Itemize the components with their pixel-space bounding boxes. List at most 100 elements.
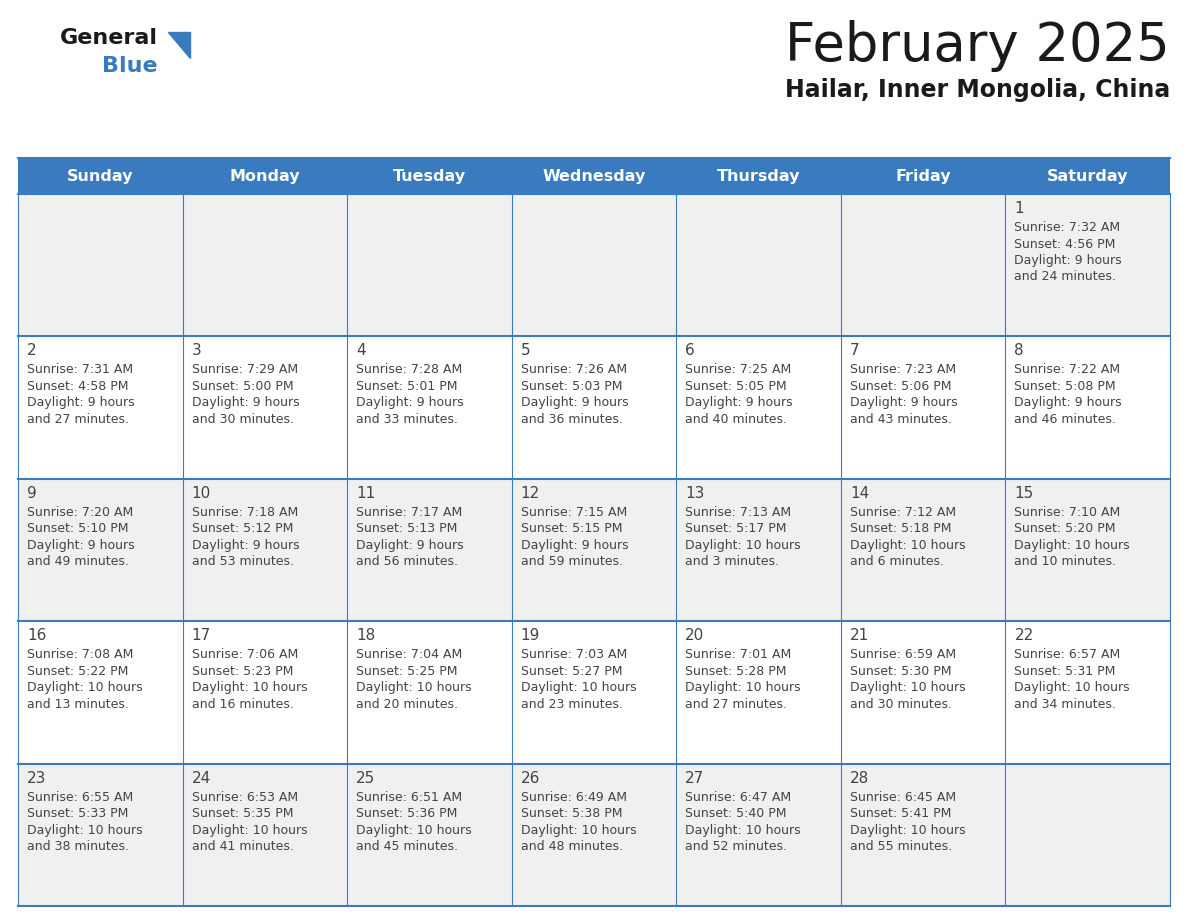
Text: Sunset: 5:08 PM: Sunset: 5:08 PM <box>1015 380 1116 393</box>
Text: Daylight: 10 hours: Daylight: 10 hours <box>356 681 472 694</box>
Text: Sunrise: 6:49 AM: Sunrise: 6:49 AM <box>520 790 627 803</box>
Text: Sunset: 5:05 PM: Sunset: 5:05 PM <box>685 380 786 393</box>
Text: General: General <box>61 28 158 48</box>
Text: Daylight: 10 hours: Daylight: 10 hours <box>849 681 966 694</box>
Text: Sunset: 5:06 PM: Sunset: 5:06 PM <box>849 380 952 393</box>
Text: and 33 minutes.: and 33 minutes. <box>356 413 459 426</box>
Text: and 46 minutes.: and 46 minutes. <box>1015 413 1117 426</box>
Text: and 49 minutes.: and 49 minutes. <box>27 555 128 568</box>
Text: Daylight: 9 hours: Daylight: 9 hours <box>27 397 134 409</box>
Text: 9: 9 <box>27 486 37 501</box>
Text: Wednesday: Wednesday <box>542 169 646 184</box>
Text: and 43 minutes.: and 43 minutes. <box>849 413 952 426</box>
Bar <box>18 479 1170 621</box>
Text: Sunrise: 6:57 AM: Sunrise: 6:57 AM <box>1015 648 1120 661</box>
Text: Sunset: 5:35 PM: Sunset: 5:35 PM <box>191 807 293 820</box>
Text: and 20 minutes.: and 20 minutes. <box>356 698 459 711</box>
Text: Daylight: 10 hours: Daylight: 10 hours <box>849 539 966 552</box>
Text: and 41 minutes.: and 41 minutes. <box>191 840 293 853</box>
Text: Sunset: 5:03 PM: Sunset: 5:03 PM <box>520 380 623 393</box>
Text: Sunset: 5:31 PM: Sunset: 5:31 PM <box>1015 665 1116 677</box>
Text: 20: 20 <box>685 628 704 644</box>
Text: 27: 27 <box>685 770 704 786</box>
Text: 7: 7 <box>849 343 859 358</box>
Text: Daylight: 10 hours: Daylight: 10 hours <box>191 681 308 694</box>
Text: 4: 4 <box>356 343 366 358</box>
Text: 5: 5 <box>520 343 530 358</box>
Text: Sunrise: 7:15 AM: Sunrise: 7:15 AM <box>520 506 627 519</box>
Text: Daylight: 9 hours: Daylight: 9 hours <box>356 539 463 552</box>
Text: Sunset: 5:40 PM: Sunset: 5:40 PM <box>685 807 786 820</box>
Text: Sunrise: 7:23 AM: Sunrise: 7:23 AM <box>849 364 956 376</box>
Text: Sunset: 5:10 PM: Sunset: 5:10 PM <box>27 522 128 535</box>
Text: Sunrise: 6:45 AM: Sunrise: 6:45 AM <box>849 790 956 803</box>
Text: Sunrise: 7:25 AM: Sunrise: 7:25 AM <box>685 364 791 376</box>
Text: and 52 minutes.: and 52 minutes. <box>685 840 788 853</box>
Text: Sunrise: 7:28 AM: Sunrise: 7:28 AM <box>356 364 462 376</box>
Text: and 36 minutes.: and 36 minutes. <box>520 413 623 426</box>
Text: 21: 21 <box>849 628 870 644</box>
Text: 26: 26 <box>520 770 541 786</box>
Text: and 30 minutes.: and 30 minutes. <box>849 698 952 711</box>
Bar <box>18 621 1170 764</box>
Text: Sunset: 5:15 PM: Sunset: 5:15 PM <box>520 522 623 535</box>
Text: Daylight: 10 hours: Daylight: 10 hours <box>685 539 801 552</box>
Text: Sunrise: 7:06 AM: Sunrise: 7:06 AM <box>191 648 298 661</box>
Text: Daylight: 9 hours: Daylight: 9 hours <box>27 539 134 552</box>
Text: Sunrise: 7:17 AM: Sunrise: 7:17 AM <box>356 506 462 519</box>
Text: Sunrise: 7:32 AM: Sunrise: 7:32 AM <box>1015 221 1120 234</box>
Text: 11: 11 <box>356 486 375 501</box>
Text: Sunrise: 7:04 AM: Sunrise: 7:04 AM <box>356 648 462 661</box>
Text: Sunrise: 6:59 AM: Sunrise: 6:59 AM <box>849 648 956 661</box>
Text: and 16 minutes.: and 16 minutes. <box>191 698 293 711</box>
Bar <box>18 764 1170 906</box>
Text: Sunset: 5:41 PM: Sunset: 5:41 PM <box>849 807 952 820</box>
Text: and 40 minutes.: and 40 minutes. <box>685 413 788 426</box>
Text: Sunset: 5:12 PM: Sunset: 5:12 PM <box>191 522 293 535</box>
Text: Sunrise: 7:08 AM: Sunrise: 7:08 AM <box>27 648 133 661</box>
Text: and 53 minutes.: and 53 minutes. <box>191 555 293 568</box>
Text: Sunrise: 7:13 AM: Sunrise: 7:13 AM <box>685 506 791 519</box>
Text: Sunrise: 7:22 AM: Sunrise: 7:22 AM <box>1015 364 1120 376</box>
Text: Daylight: 10 hours: Daylight: 10 hours <box>849 823 966 836</box>
Polygon shape <box>168 32 190 58</box>
Text: Sunrise: 7:31 AM: Sunrise: 7:31 AM <box>27 364 133 376</box>
Text: Daylight: 10 hours: Daylight: 10 hours <box>356 823 472 836</box>
Text: Daylight: 10 hours: Daylight: 10 hours <box>1015 539 1130 552</box>
Text: Daylight: 9 hours: Daylight: 9 hours <box>356 397 463 409</box>
Text: and 6 minutes.: and 6 minutes. <box>849 555 943 568</box>
Text: Daylight: 10 hours: Daylight: 10 hours <box>191 823 308 836</box>
Text: Daylight: 9 hours: Daylight: 9 hours <box>191 539 299 552</box>
Text: Sunset: 5:01 PM: Sunset: 5:01 PM <box>356 380 457 393</box>
Text: Sunrise: 7:29 AM: Sunrise: 7:29 AM <box>191 364 298 376</box>
Text: Daylight: 9 hours: Daylight: 9 hours <box>520 539 628 552</box>
Text: Saturday: Saturday <box>1047 169 1129 184</box>
Text: 17: 17 <box>191 628 210 644</box>
Text: Sunrise: 6:47 AM: Sunrise: 6:47 AM <box>685 790 791 803</box>
Text: 6: 6 <box>685 343 695 358</box>
Text: 14: 14 <box>849 486 870 501</box>
Text: Sunrise: 6:55 AM: Sunrise: 6:55 AM <box>27 790 133 803</box>
Text: and 27 minutes.: and 27 minutes. <box>27 413 129 426</box>
Text: Sunday: Sunday <box>67 169 133 184</box>
Text: Sunset: 5:17 PM: Sunset: 5:17 PM <box>685 522 786 535</box>
Text: Sunset: 5:22 PM: Sunset: 5:22 PM <box>27 665 128 677</box>
Text: 16: 16 <box>27 628 46 644</box>
Text: 1: 1 <box>1015 201 1024 216</box>
Text: Daylight: 10 hours: Daylight: 10 hours <box>27 823 143 836</box>
Text: Daylight: 10 hours: Daylight: 10 hours <box>520 681 637 694</box>
Text: Sunrise: 7:12 AM: Sunrise: 7:12 AM <box>849 506 956 519</box>
Text: 3: 3 <box>191 343 201 358</box>
Text: Sunset: 4:56 PM: Sunset: 4:56 PM <box>1015 238 1116 251</box>
Text: Sunset: 5:20 PM: Sunset: 5:20 PM <box>1015 522 1116 535</box>
Text: and 23 minutes.: and 23 minutes. <box>520 698 623 711</box>
Text: 8: 8 <box>1015 343 1024 358</box>
Text: Sunrise: 7:20 AM: Sunrise: 7:20 AM <box>27 506 133 519</box>
Text: Sunset: 5:28 PM: Sunset: 5:28 PM <box>685 665 786 677</box>
Text: 22: 22 <box>1015 628 1034 644</box>
Text: and 45 minutes.: and 45 minutes. <box>356 840 459 853</box>
Text: 28: 28 <box>849 770 870 786</box>
Text: Daylight: 9 hours: Daylight: 9 hours <box>191 397 299 409</box>
Text: Sunset: 5:33 PM: Sunset: 5:33 PM <box>27 807 128 820</box>
Text: 10: 10 <box>191 486 210 501</box>
